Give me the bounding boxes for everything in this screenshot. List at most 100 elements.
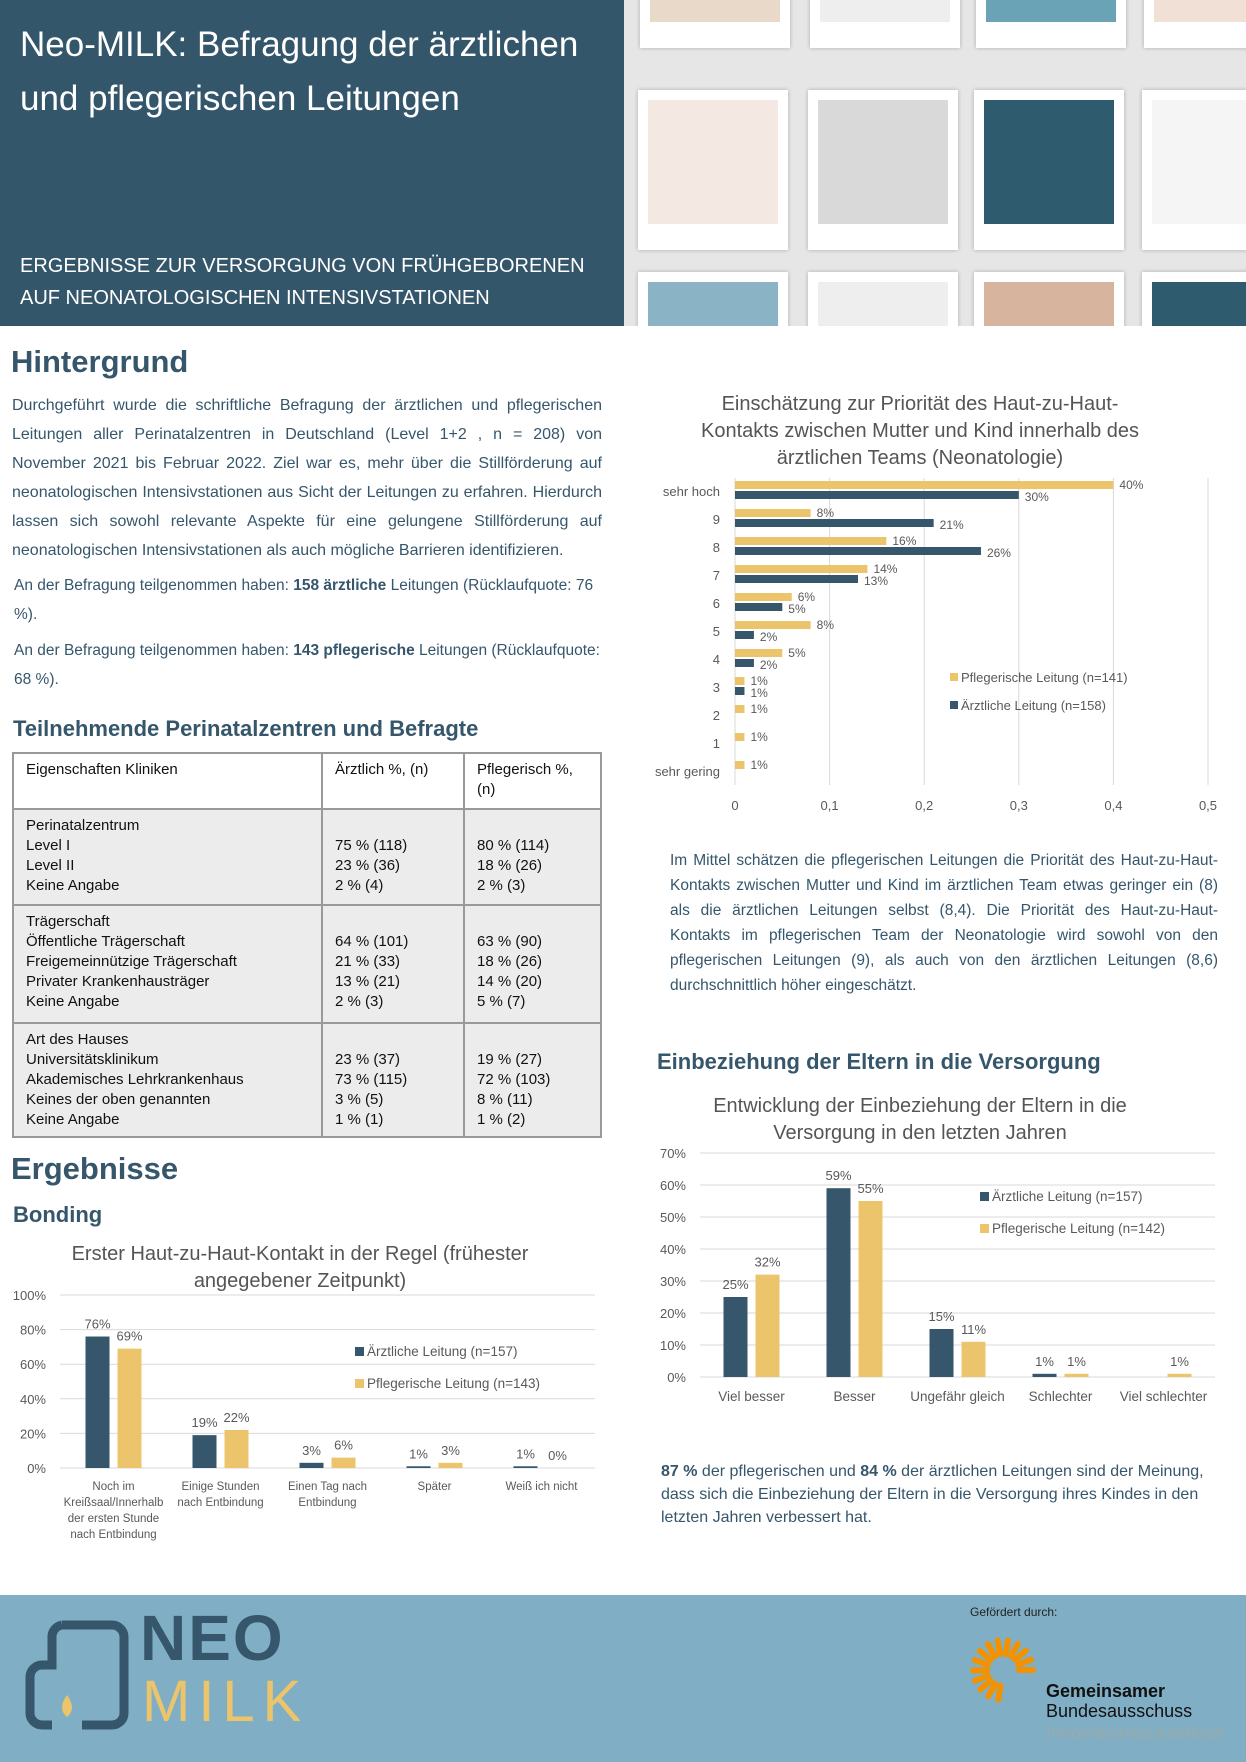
- legend-swatch: [950, 673, 958, 681]
- data-label: 19%: [191, 1415, 217, 1430]
- legend-swatch: [950, 701, 958, 709]
- data-label: 15%: [928, 1309, 954, 1324]
- y-category-label: sehr hoch: [663, 484, 720, 499]
- bar-aerztlich: [735, 631, 754, 639]
- legend-label: Ärztliche Leitung (n=157): [992, 1189, 1142, 1204]
- y-tick-label: 20%: [660, 1306, 686, 1321]
- y-tick-label: 50%: [660, 1210, 686, 1225]
- data-label: 1%: [750, 674, 768, 688]
- data-label: 21%: [940, 518, 964, 532]
- x-tick-label: 0,1: [821, 798, 839, 813]
- y-tick-label: 70%: [660, 1146, 686, 1161]
- data-label: 26%: [987, 546, 1011, 560]
- y-category-label: 8: [713, 540, 720, 555]
- bar-aerztlich: [299, 1462, 324, 1468]
- bar-aerztlich: [406, 1466, 431, 1468]
- data-label: 0%: [548, 1448, 567, 1463]
- x-category-label: Einige Stunden: [181, 1481, 259, 1493]
- header-banner: Neo-MILK: Befragung der ärztlichen und p…: [0, 0, 624, 326]
- illustration-photo: [1142, 272, 1246, 326]
- bar-pflegerisch: [438, 1462, 463, 1468]
- x-category-label: Besser: [833, 1389, 876, 1404]
- bar-aerztlich: [735, 519, 934, 527]
- data-label: 5%: [788, 646, 806, 660]
- legend-label: Pflegerische Leitung (n=142): [992, 1221, 1165, 1236]
- data-label: 76%: [84, 1317, 110, 1332]
- bar-pflegerisch: [735, 593, 792, 601]
- bar-pflegerisch: [735, 705, 745, 713]
- bar-pflegerisch: [858, 1201, 883, 1377]
- sun-ray: [1007, 1640, 1021, 1660]
- bar-aerztlich: [735, 659, 754, 667]
- legend-swatch: [980, 1192, 989, 1201]
- illustration-photo: [808, 90, 958, 250]
- pflegerisch-values: 63 % (90) 18 % (26) 14 % (20) 5 % (7): [463, 904, 602, 1024]
- y-category-label: 4: [713, 652, 720, 667]
- bar-pflegerisch: [735, 565, 868, 573]
- bar-pflegerisch: [735, 621, 811, 629]
- column-header: Eigenschaften Kliniken: [12, 752, 323, 810]
- participation-count: 158 ärztliche: [293, 577, 387, 594]
- row-labels: Perinatalzentrum Level I Level II Keine …: [12, 808, 323, 906]
- funded-by-label: Gefördert durch:: [970, 1605, 1058, 1619]
- pflegerisch-values: 19 % (27) 72 % (103) 8 % (11) 1 % (2): [463, 1022, 602, 1138]
- heading-perinatalzentren: Teilnehmende Perinatalzentren und Befrag…: [13, 716, 479, 741]
- illustration-photo: [640, 0, 790, 48]
- sun-ray: [971, 1672, 992, 1684]
- bar-aerztlich: [735, 687, 745, 695]
- row-labels: Trägerschaft Öffentliche Trägerschaft Fr…: [12, 904, 323, 1024]
- y-tick-label: 30%: [660, 1274, 686, 1289]
- y-tick-label: 0%: [27, 1461, 46, 1476]
- logo-milk: MILK: [142, 1669, 310, 1734]
- table-row: Trägerschaft Öffentliche Trägerschaft Fr…: [12, 904, 602, 1024]
- poster-subtitle: ERGEBNISSE ZUR VERSORGUNG VON FRÜHGEBORE…: [20, 255, 585, 309]
- data-label: 1%: [750, 730, 768, 744]
- data-label: 16%: [892, 534, 916, 548]
- bar-aerztlich: [929, 1329, 954, 1377]
- bonding-chart: 0% 20% 40% 60% 80% 100% 76% 69% Noch im Kreißsaal…: [13, 1288, 595, 1541]
- aerztlich-values: 23 % (37) 73 % (115) 3 % (5) 1 % (1): [321, 1022, 465, 1138]
- illustration-photo: [1144, 0, 1246, 48]
- x-category-label: Kreißsaal/Innerhalb: [64, 1497, 164, 1509]
- sun-ray: [1002, 1637, 1012, 1658]
- legend-label: Ärztliche Leitung (n=157): [367, 1344, 517, 1359]
- data-label: 32%: [754, 1255, 780, 1270]
- bar-pflegerisch: [224, 1429, 249, 1468]
- y-tick-label: 60%: [20, 1357, 46, 1372]
- x-category-label: Einen Tag nach: [288, 1481, 367, 1493]
- heading-bonding: Bonding: [13, 1202, 103, 1227]
- legend-swatch: [980, 1224, 989, 1233]
- illustration-photo: [810, 0, 960, 48]
- column-header: Ärztlich %, (n): [321, 752, 465, 810]
- bar-pflegerisch: [735, 509, 811, 517]
- sun-ray: [1015, 1656, 1035, 1668]
- y-tick-label: 20%: [20, 1426, 46, 1441]
- bar-aerztlich: [85, 1336, 110, 1468]
- table-row: Art des Hauses Universitätsklinikum Akad…: [12, 1022, 602, 1138]
- sun-ray: [971, 1657, 991, 1668]
- y-tick-label: 40%: [20, 1392, 46, 1407]
- heading-eltern: Einbeziehung der Eltern in die Versorgun…: [657, 1049, 1101, 1074]
- participation-label: An der Befragung teilgenommen haben:: [14, 642, 294, 659]
- data-label: 1%: [750, 686, 768, 700]
- x-category-label: Entbindung: [298, 1497, 356, 1509]
- bar-pflegerisch: [961, 1341, 986, 1377]
- priority-summary-text: Im Mittel schätzen die pflegerischen Lei…: [670, 852, 1218, 994]
- summary-part: der ärztlichen Leitungen sind der Meinun…: [661, 1463, 1204, 1526]
- data-label: 59%: [825, 1168, 851, 1183]
- data-label: 22%: [223, 1410, 249, 1425]
- chart-title: Entwicklung der Einbeziehung der Eltern …: [713, 1095, 1127, 1144]
- participation-count: 143 pflegerische: [293, 642, 415, 659]
- x-category-label: der ersten Stunde: [68, 1513, 159, 1525]
- bar-pflegerisch: [1167, 1373, 1192, 1377]
- y-tick-label: 40%: [660, 1242, 686, 1257]
- illustration-photo: [638, 272, 788, 326]
- participation-label: An der Befragung teilgenommen haben:: [14, 577, 294, 594]
- poster-title: Neo-MILK: Befragung der ärztlichen und p…: [20, 25, 579, 118]
- y-category-label: 5: [713, 624, 720, 639]
- sun-ray: [994, 1637, 1004, 1658]
- bar-aerztlich: [826, 1188, 851, 1377]
- bar-aerztlich: [735, 491, 1019, 499]
- bar-pflegerisch: [735, 677, 745, 685]
